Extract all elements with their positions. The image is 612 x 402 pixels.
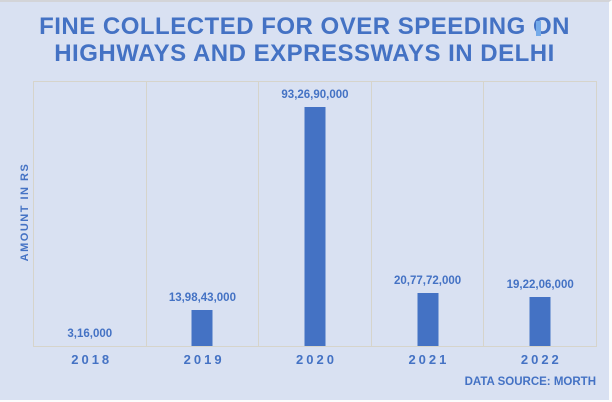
data-source-note: DATA SOURCE: MORTH — [464, 376, 596, 388]
x-axis-labels: 2018 2019 2020 2021 2022 — [34, 352, 596, 367]
x-axis-label-2018: 2018 — [71, 352, 113, 367]
category-column-2018: 3,16,000 — [34, 82, 146, 346]
y-axis-title: AMOUNT IN RS — [19, 162, 31, 262]
bar-2022 — [529, 297, 551, 346]
category-column-2022: 19,22,06,000 — [483, 82, 596, 346]
category-column-2019: 13,98,43,000 — [145, 82, 259, 346]
bar-2021 — [417, 293, 439, 346]
bar-value-label-2019: 13,98,43,000 — [168, 292, 236, 304]
bar-value-label-2021: 20,77,72,000 — [394, 275, 462, 287]
chart-title-line2: HIGHWAYS AND EXPRESSWAYS IN DELHI — [54, 40, 555, 67]
bar-value-label-2018: 3,16,000 — [67, 328, 113, 340]
x-axis-label-2019: 2019 — [183, 352, 225, 367]
chart-title-line1: FINE COLLECTED FOR OVER SPEEDING ON — [39, 13, 570, 40]
plot-area: 3,16,000 13,98,43,000 93,26,90,000 20,77,72… — [33, 81, 597, 347]
category-column-2020: 93,26,90,000 — [258, 82, 371, 346]
x-axis-label-2022: 2022 — [520, 352, 562, 367]
x-axis-label-2020: 2020 — [296, 352, 337, 367]
bar-value-label-2022: 19,22,06,000 — [506, 279, 574, 291]
bar-2020 — [304, 107, 326, 346]
bar-value-label-2020: 93,26,90,000 — [281, 89, 349, 101]
chart-title: FINE COLLECTED FOR OVER SPEEDING ON HIGH… — [0, 13, 609, 67]
bar-2019 — [191, 310, 213, 346]
text-cursor — [536, 21, 541, 36]
category-column-2021: 20,77,72,000 — [370, 82, 484, 346]
x-axis-label-2021: 2021 — [408, 352, 450, 367]
